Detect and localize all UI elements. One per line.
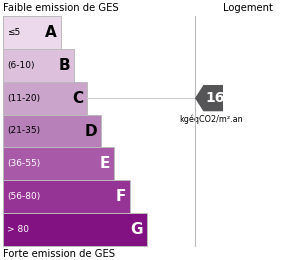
Bar (3, 147, 114, 180)
Bar (3, 213, 147, 246)
Text: A: A (45, 25, 57, 40)
Text: (6-10): (6-10) (7, 61, 34, 70)
Bar (3, 115, 101, 147)
Text: D: D (84, 124, 97, 139)
Text: (36-55): (36-55) (7, 159, 40, 168)
Text: C: C (72, 91, 83, 106)
Bar (3, 82, 88, 115)
Bar (3, 16, 61, 49)
Text: (11-20): (11-20) (7, 94, 40, 103)
Text: (21-35): (21-35) (7, 127, 40, 135)
Text: Forte emission de GES: Forte emission de GES (3, 249, 115, 259)
Bar (3, 180, 130, 213)
Text: E: E (100, 156, 110, 171)
Text: B: B (58, 58, 70, 73)
Text: F: F (115, 189, 126, 204)
Text: > 80: > 80 (7, 225, 29, 234)
Text: ≤5: ≤5 (7, 28, 20, 37)
Text: kgéqCO2/m².an: kgéqCO2/m².an (179, 114, 243, 124)
Bar (3, 49, 74, 82)
Text: 16: 16 (206, 91, 225, 105)
Text: Faible emission de GES: Faible emission de GES (3, 3, 118, 13)
Text: Logement: Logement (223, 3, 272, 13)
Polygon shape (195, 85, 223, 111)
Text: (56-80): (56-80) (7, 192, 40, 201)
Text: G: G (130, 222, 143, 237)
